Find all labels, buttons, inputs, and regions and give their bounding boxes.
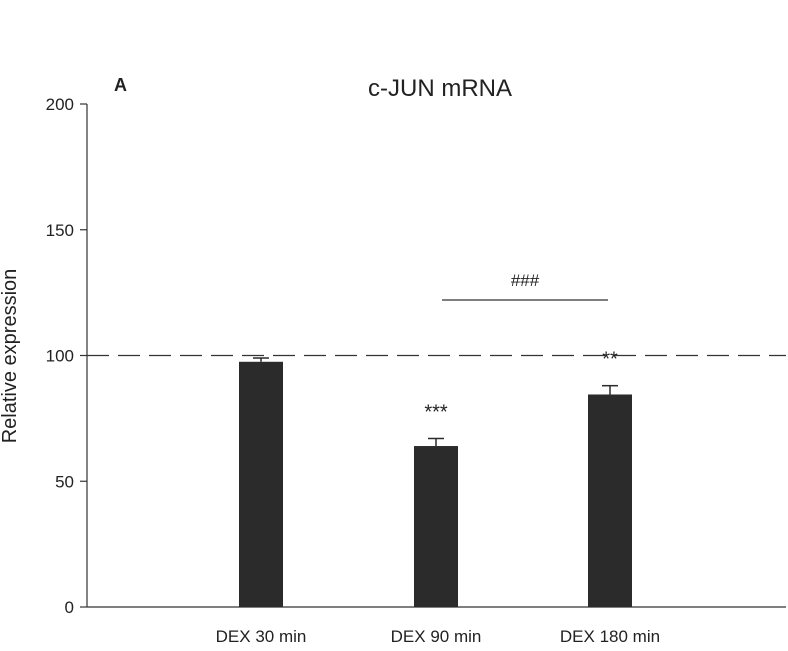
y-tick-label: 200 bbox=[46, 95, 74, 114]
x-tick-label: DEX 180 min bbox=[560, 627, 660, 646]
bar bbox=[239, 361, 283, 607]
bar bbox=[588, 394, 632, 607]
y-axis-label: Relative expression bbox=[0, 269, 21, 444]
x-tick-label: DEX 30 min bbox=[216, 627, 307, 646]
y-tick-label: 50 bbox=[55, 472, 74, 491]
significance-marker: *** bbox=[424, 401, 448, 423]
y-tick-label: 150 bbox=[46, 221, 74, 240]
bracket-label: ### bbox=[511, 271, 540, 290]
panel-label: A bbox=[114, 75, 127, 95]
chart-title: c-JUN mRNA bbox=[368, 75, 512, 102]
significance-marker: ** bbox=[602, 349, 618, 371]
y-tick-label: 0 bbox=[65, 598, 74, 617]
y-tick-label: 100 bbox=[46, 347, 74, 366]
bar bbox=[414, 446, 458, 607]
x-tick-label: DEX 90 min bbox=[391, 627, 482, 646]
